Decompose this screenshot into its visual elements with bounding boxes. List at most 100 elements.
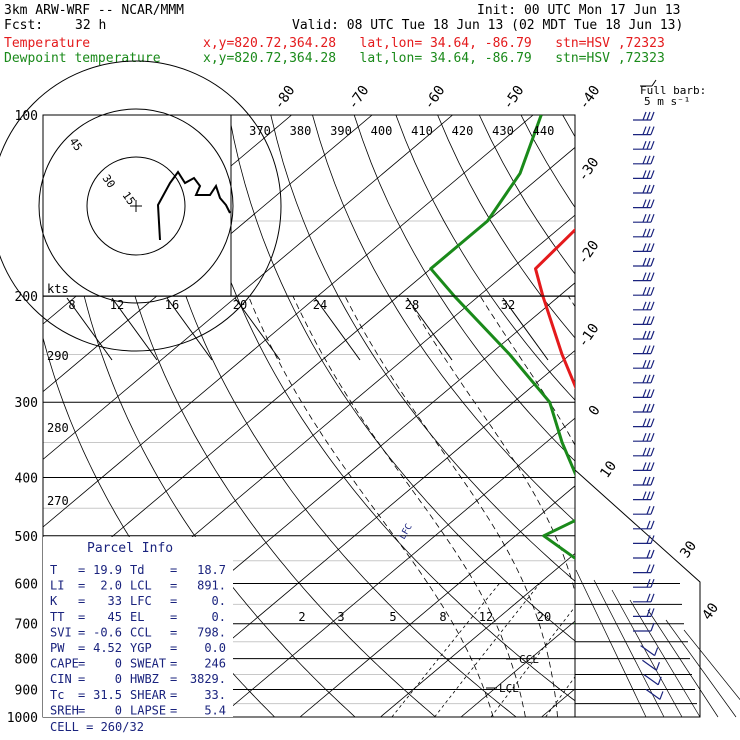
mixing-ratio-line xyxy=(545,676,575,717)
wind-barb-feather xyxy=(650,403,655,413)
mixing-ratio-label: 5 xyxy=(389,610,396,624)
dry-adiabat xyxy=(437,115,575,339)
wind-barb-feather xyxy=(646,140,651,150)
wind-barbs: Full barb:5 m s⁻¹ xyxy=(633,79,706,700)
theta-label: 410 xyxy=(411,124,433,138)
wind-barb-feather xyxy=(646,374,651,384)
pressure-tick-label: 400 xyxy=(15,471,38,486)
wind-barb-feather xyxy=(650,389,655,398)
wind-barb-feather xyxy=(642,432,647,442)
isotherm-label: -50 xyxy=(500,83,528,113)
parcel-value: 18.7 xyxy=(197,563,226,577)
parcel-eq: = xyxy=(78,641,85,655)
skirt-isotherm xyxy=(575,569,647,718)
parcel-key: T xyxy=(50,563,57,577)
wind-barb-feather xyxy=(646,564,651,573)
mixing-ratio-line xyxy=(434,583,541,717)
wind-barb-feather xyxy=(650,578,655,588)
parcel-value: -0.6 xyxy=(93,625,122,639)
wind-barb-feather xyxy=(646,155,651,165)
wind-barb-feather xyxy=(646,403,651,413)
moist-adiabat xyxy=(479,295,575,446)
pressure-tick-label: 500 xyxy=(15,530,38,545)
speed-scale-label: 8 xyxy=(68,298,75,312)
wind-barb-feather xyxy=(642,374,647,384)
wind-barb-feather xyxy=(642,491,647,500)
parcel-key: HWBZ xyxy=(130,672,159,686)
speed-scale-tick xyxy=(314,297,361,361)
dry-adiabat xyxy=(270,115,575,582)
dewpoint-legend-label: Dewpoint temperature xyxy=(4,51,161,66)
dry-adiabat xyxy=(228,115,575,642)
wind-barb-feather xyxy=(646,520,651,530)
wind-barb-feather xyxy=(642,330,647,340)
wind-barb-feather xyxy=(650,155,655,165)
wind-barb-feather xyxy=(642,184,647,194)
wind-barb-feather xyxy=(646,535,651,544)
wind-barb-feather xyxy=(642,447,647,457)
wind-barb-feather xyxy=(650,549,655,559)
wind-barb-feather xyxy=(650,316,655,325)
wind-barb-feather xyxy=(642,272,647,281)
isotherm-label: 30 xyxy=(677,538,700,561)
wind-barb-feather xyxy=(646,213,651,223)
isotherm-label: -70 xyxy=(345,83,373,113)
isotherm xyxy=(703,115,740,717)
parcel-eq: = xyxy=(78,610,85,624)
parcel-eq: = xyxy=(78,703,85,717)
theta-label: 390 xyxy=(330,124,352,138)
parcel-eq: = xyxy=(170,688,177,702)
wind-barb-staff xyxy=(645,688,661,700)
dry-adiabat xyxy=(187,115,575,702)
parcel-eq: = xyxy=(170,703,177,717)
parcel-key: TT xyxy=(50,610,64,624)
wind-barb-feather xyxy=(642,418,647,427)
dry-adiabat xyxy=(103,115,437,717)
pressure-tick-label: 1000 xyxy=(7,711,38,726)
theta-label: 400 xyxy=(371,124,393,138)
wind-barb-feather xyxy=(642,389,647,398)
hodograph-ring-label: 15 xyxy=(120,189,138,207)
wind-barb-feather xyxy=(650,418,655,427)
dry-adiabat xyxy=(395,115,575,401)
isotherm-label: 0 xyxy=(586,403,604,419)
ccl-label: CCL xyxy=(519,653,539,666)
theta-label: 280 xyxy=(47,421,69,435)
wind-barb-feather xyxy=(646,272,651,281)
wind-barb-feather xyxy=(650,374,655,384)
wind-barb-feather xyxy=(642,228,647,238)
wind-barb-feather xyxy=(642,462,647,471)
wind-barb-feather xyxy=(646,578,651,588)
dry-adiabat xyxy=(145,115,517,717)
speed-scale-tick xyxy=(502,297,549,361)
wind-barb-feather xyxy=(646,126,651,135)
skirt-isotherm xyxy=(611,589,683,718)
parcel-key: CCL xyxy=(130,625,152,639)
parcel-value: 0. xyxy=(212,610,226,624)
wind-barb-feather xyxy=(646,593,651,603)
wind-barb-feather xyxy=(650,432,655,442)
wind-barb-staff xyxy=(642,659,657,671)
model-title: 3km ARW-WRF -- NCAR/MMM xyxy=(4,3,185,18)
wind-barb-feather xyxy=(646,345,651,354)
parcel-info-box: Parcel Info T = 19.9 Td = 18.7 LI = 2.0 LCL = 891. K =… xyxy=(43,537,233,734)
speed-scale-label: 16 xyxy=(165,298,179,312)
plot-frame xyxy=(42,114,576,718)
isotherm xyxy=(43,115,534,528)
wind-barb-feather xyxy=(650,593,655,603)
mixing-ratio-label: 2 xyxy=(298,610,305,624)
wind-barb-feather xyxy=(642,316,647,325)
wind-barb-feather xyxy=(646,418,651,427)
parcel-eq: = xyxy=(78,563,85,577)
isotherm xyxy=(541,688,575,717)
dry-adiabat xyxy=(688,115,740,730)
valid-time: Valid: 08 UTC Tue 18 Jun 13 (02 MDT Tue … xyxy=(292,18,684,33)
parcel-eq: = xyxy=(170,563,177,577)
pressure-tick-label: 800 xyxy=(15,653,38,668)
wind-barb-feather xyxy=(650,228,655,238)
pressure-tick-label: 100 xyxy=(15,109,38,124)
barb-legend-title: Full barb: xyxy=(640,84,706,97)
parcel-key: SHEAR xyxy=(130,688,167,702)
pressure-tick-label: 900 xyxy=(15,683,38,698)
